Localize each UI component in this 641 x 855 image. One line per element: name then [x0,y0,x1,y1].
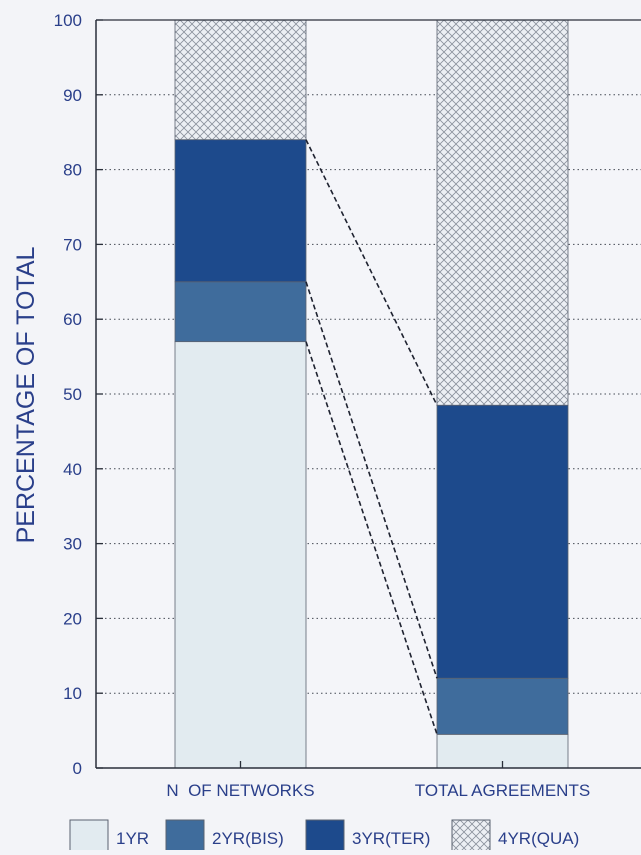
legend-swatch [69,819,109,853]
y-tick-label: 100 [54,11,82,30]
axes [95,19,641,769]
connector-line [305,139,438,406]
legend-swatch [165,819,205,853]
bar-segment-1yr [174,341,307,769]
x-tick-label: N OF NETWORKS [166,781,314,800]
legend-item: 2YR(BIS) [165,819,284,853]
legend-swatch [305,819,345,853]
legend-label: 4YR(QUA) [498,829,579,848]
legend-swatch [451,819,491,853]
bar-segment-4yr-qua- [174,19,307,141]
y-tick-label: 60 [63,310,82,329]
legend: 1YR 2YR(BIS) 3YR(TER) 4YR(QUA) [69,819,579,853]
connector-line [305,281,438,679]
y-tick-labels: 0 10 20 30 40 50 60 70 80 90 100 [54,11,82,778]
legend-label: 1YR [116,829,149,848]
legend-item: 3YR(TER) [305,819,430,853]
x-tick-labels: N OF NETWORKS TOTAL AGREEMENTS [166,781,590,800]
y-axis-label: PERCENTAGE OF TOTAL [12,247,40,544]
connector-lines [305,139,438,735]
y-tick-label: 80 [63,161,82,180]
bar-segment-2yr-bis- [174,281,307,343]
y-tick-label: 90 [63,86,82,105]
legend-label: 2YR(BIS) [212,829,284,848]
connector-line [305,341,438,735]
y-tick-label: 40 [63,460,82,479]
y-tick-label: 0 [73,759,82,778]
legend-item: 1YR [69,819,149,853]
y-tick-label: 20 [63,609,82,628]
x-tick-label: TOTAL AGREEMENTS [415,781,590,800]
bar-segment-4yr-qua- [436,19,569,406]
bars [174,19,569,769]
legend-item: 4YR(QUA) [451,819,579,853]
bar-segment-2yr-bis- [436,677,569,735]
y-tick-label: 30 [63,535,82,554]
y-tick-label: 70 [63,235,82,254]
y-tick-label: 50 [63,385,82,404]
bar-segment-3yr-ter- [436,404,569,679]
bar-segment-3yr-ter- [174,139,307,283]
y-tick-label: 10 [63,684,82,703]
legend-label: 3YR(TER) [352,829,430,848]
